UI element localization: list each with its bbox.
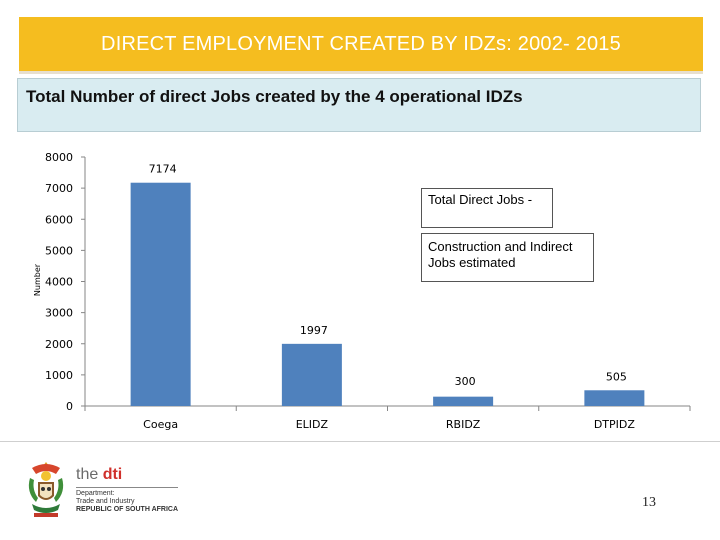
south-africa-coat-of-arms-icon: [28, 462, 64, 517]
page-number: 13: [642, 495, 656, 510]
y-tick-label: 7000: [45, 182, 73, 195]
x-tick-label: DTPIDZ: [594, 418, 636, 431]
dept-line-2: Trade and Industry: [76, 498, 135, 505]
bar: [281, 343, 342, 406]
chart-subtitle: Total Number of direct Jobs created by t…: [26, 87, 523, 106]
title-bar: DIRECT EMPLOYMENT CREATED BY IDZs: 2002-…: [19, 17, 703, 71]
callout-total-text: Total Direct Jobs -: [428, 192, 533, 207]
bar: [584, 390, 645, 406]
x-tick-label: ELIDZ: [296, 418, 329, 431]
y-axis-title: Number: [33, 263, 42, 296]
x-tick-label: Coega: [143, 418, 178, 431]
data-label: 505: [606, 370, 627, 383]
dti-logo: the dti Department: Trade and Industry R…: [22, 458, 182, 522]
callout-construction-text: Construction and Indirect Jobs estimated: [428, 239, 573, 270]
bar-chart: 0 1000 2000 3000 4000 5000 6000 7000 8000 Number 7…: [33, 151, 691, 431]
y-tick-label: 0: [66, 400, 73, 413]
bar: [130, 182, 191, 406]
y-tick-label: 3000: [45, 307, 73, 320]
footer-divider: [0, 441, 720, 442]
dept-line-1: Department:: [76, 490, 115, 497]
brand-wordmark: the dti: [76, 466, 123, 483]
callout-total-direct-jobs: Total Direct Jobs -: [421, 188, 553, 228]
y-tick-label: 8000: [45, 151, 73, 164]
dept-line-3: REPUBLIC OF SOUTH AFRICA: [76, 506, 179, 513]
y-tick-label: 6000: [45, 213, 73, 226]
department-text: Department: Trade and Industry REPUBLIC …: [76, 490, 178, 514]
brand-underline: [76, 487, 178, 488]
y-tick-label: 1000: [45, 369, 73, 382]
page-title: DIRECT EMPLOYMENT CREATED BY IDZs: 2002-…: [101, 32, 621, 55]
y-tick-label: 5000: [45, 244, 73, 257]
title-shadow: [19, 71, 703, 74]
y-tick-label: 2000: [45, 338, 73, 351]
x-tick-label: RBIDZ: [446, 418, 481, 431]
bar: [433, 396, 494, 406]
data-label: 300: [455, 375, 476, 388]
data-label: 7174: [149, 163, 177, 176]
data-label: 1997: [300, 324, 328, 337]
callout-construction-jobs: Construction and Indirect Jobs estimated: [421, 233, 594, 282]
subtitle-box: Total Number of direct Jobs created by t…: [17, 78, 701, 132]
y-tick-label: 4000: [45, 276, 73, 289]
